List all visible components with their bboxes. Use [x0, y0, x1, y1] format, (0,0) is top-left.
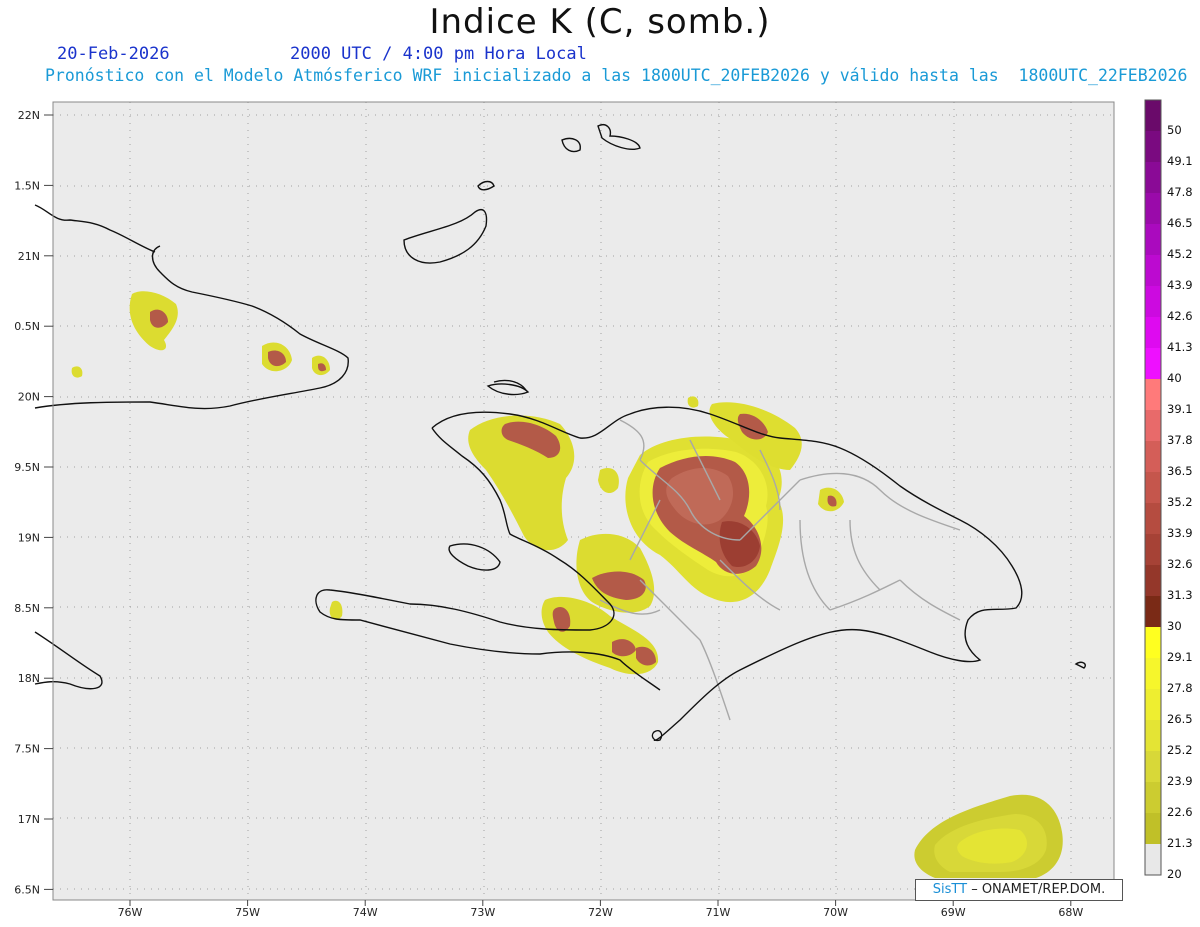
colorbar-swatch — [1145, 503, 1161, 534]
colorbar-swatch — [1145, 379, 1161, 410]
latitude-label: 8.5N — [14, 602, 40, 615]
credit-text: – ONAMET/REP.DOM. — [967, 882, 1106, 897]
colorbar-swatch — [1145, 689, 1161, 720]
latitude-label: 18N — [18, 672, 40, 685]
colorbar-label: 35.2 — [1167, 495, 1193, 509]
colorbar-label: 47.8 — [1167, 185, 1193, 199]
colorbar-label: 26.5 — [1167, 712, 1193, 726]
colorbar-label: 21.3 — [1167, 836, 1193, 850]
colorbar-label: 25.2 — [1167, 743, 1193, 757]
colorbar-swatch — [1145, 224, 1161, 255]
latitude-label: 22N — [18, 109, 40, 122]
colorbar-swatch — [1145, 255, 1161, 286]
colorbar-swatch — [1145, 131, 1161, 162]
latitude-label: 9.5N — [14, 461, 40, 474]
colorbar-swatch — [1145, 627, 1161, 658]
colorbar-label: 43.9 — [1167, 278, 1193, 292]
colorbar-label: 50 — [1167, 123, 1182, 137]
forecast-description: Pronóstico con el Modelo Atmósferico WRF… — [45, 66, 1188, 85]
map-gridlines — [53, 102, 1114, 900]
colorbar-label: 22.6 — [1167, 805, 1193, 819]
colorbar-swatch — [1145, 441, 1161, 472]
colorbar-label: 30 — [1167, 619, 1182, 633]
colorbar-swatch — [1145, 751, 1161, 782]
colorbar-swatch — [1145, 813, 1161, 844]
colorbar-swatch — [1145, 720, 1161, 751]
province-borders — [599, 419, 961, 721]
colorbar-frame — [1144, 99, 1162, 876]
colorbar-label: 49.1 — [1167, 154, 1193, 168]
latitude-label: 1.5N — [14, 179, 40, 192]
time-label: 2000 UTC / 4:00 pm Hora Local — [290, 44, 587, 64]
colorbar-label: 36.5 — [1167, 464, 1193, 478]
colorbar-label: 32.6 — [1167, 557, 1193, 571]
latitude-labels: 22N 1.5N 21N 0.5N 20N 9.5N 19N 8.5N 18N 7.5N 17N 6.… — [14, 109, 53, 896]
k-index-shading — [71, 291, 1063, 878]
colorbar-swatch — [1145, 844, 1161, 875]
latitude-label: 17N — [18, 813, 40, 826]
colorbar-swatch — [1145, 782, 1161, 813]
colorbar-swatch — [1145, 410, 1161, 441]
longitude-label: 71W — [706, 906, 731, 919]
colorbar-label: 45.2 — [1167, 247, 1193, 261]
longitude-label: 76W — [118, 906, 143, 919]
colorbar-label: 42.6 — [1167, 309, 1193, 323]
colorbar-swatch — [1145, 100, 1161, 131]
colorbar-label: 40 — [1167, 371, 1182, 385]
map-title: Indice K (C, somb.) — [429, 2, 771, 42]
credit-brand: SisTT — [932, 882, 968, 897]
latitude-label: 20N — [18, 391, 40, 404]
coastlines — [34, 124, 1086, 742]
colorbar-label: 29.1 — [1167, 650, 1193, 664]
colorbar-label: 39.1 — [1167, 402, 1193, 416]
longitude-label: 73W — [470, 906, 495, 919]
colorbar-label: 41.3 — [1167, 340, 1193, 354]
latitude-label: 0.5N — [14, 320, 40, 333]
colorbar-swatch — [1145, 348, 1161, 379]
latitude-label: 7.5N — [14, 743, 40, 756]
latitude-label: 19N — [18, 531, 40, 544]
colorbar-label: 37.8 — [1167, 433, 1193, 447]
colorbar-label: 46.5 — [1167, 216, 1193, 230]
colorbar: 50 49.1 47.8 46.5 45.2 43.9 42.6 41.3 40 39.1 37.8… — [1144, 99, 1193, 881]
colorbar-swatch — [1145, 534, 1161, 565]
map-frame — [52, 101, 1115, 901]
latitude-label: 21N — [18, 250, 40, 263]
colorbar-swatch — [1145, 658, 1161, 689]
colorbar-swatch — [1145, 317, 1161, 348]
colorbar-swatch — [1145, 472, 1161, 503]
latitude-label: 6.5N — [14, 883, 40, 896]
colorbar-label: 33.9 — [1167, 526, 1193, 540]
colorbar-swatch — [1145, 193, 1161, 224]
longitude-label: 70W — [823, 906, 848, 919]
colorbar-label: 27.8 — [1167, 681, 1193, 695]
colorbar-label: 23.9 — [1167, 774, 1193, 788]
colorbar-swatch — [1145, 286, 1161, 317]
colorbar-label: 20 — [1167, 867, 1182, 881]
longitude-label: 69W — [941, 906, 966, 919]
colorbar-swatch — [1145, 565, 1161, 596]
longitude-label: 74W — [353, 906, 378, 919]
colorbar-swatch — [1145, 162, 1161, 193]
map-plot-area — [53, 102, 1114, 900]
date-label: 20-Feb-2026 — [57, 44, 170, 64]
colorbar-label: 31.3 — [1167, 588, 1193, 602]
longitude-label: 75W — [235, 906, 260, 919]
longitude-label: 72W — [588, 906, 613, 919]
credit-box: SisTT – ONAMET/REP.DOM. — [915, 879, 1123, 901]
longitude-label: 68W — [1058, 906, 1083, 919]
longitude-labels: 76W 75W 74W 73W 72W 71W 70W 69W 68W — [118, 900, 1083, 919]
colorbar-swatch — [1145, 596, 1161, 627]
